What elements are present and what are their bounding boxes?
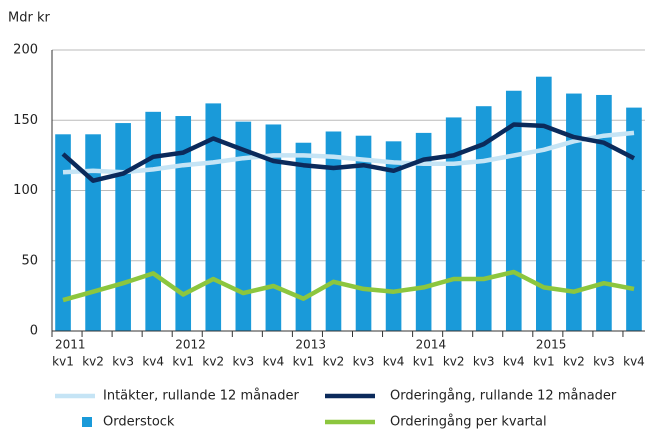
- x-tick-label: kv3: [232, 355, 254, 369]
- y-axis-label: Mdr kr: [8, 11, 50, 26]
- x-tick-label: kv1: [52, 355, 74, 369]
- x-tick-label: kv3: [593, 355, 615, 369]
- x-group-label: 2011: [55, 338, 86, 352]
- bar: [55, 134, 71, 331]
- legend-label: Orderingång per kvartal: [390, 415, 547, 430]
- y-tick-label: 0: [30, 324, 38, 339]
- bar: [265, 124, 282, 331]
- legend-swatch: [82, 417, 92, 427]
- bar: [235, 121, 252, 331]
- x-tick-label: kv4: [503, 355, 525, 369]
- x-group-label: 2012: [175, 338, 206, 352]
- x-tick-label: kv2: [443, 355, 465, 369]
- bar: [115, 123, 131, 331]
- x-tick-label: kv2: [323, 355, 345, 369]
- x-tick-label: kv4: [623, 355, 645, 369]
- x-group-label: 2014: [416, 338, 447, 352]
- y-tick-label: 100: [13, 183, 38, 198]
- x-group-label: 2013: [295, 338, 326, 352]
- bar: [175, 116, 192, 331]
- lines: [61, 122, 636, 303]
- x-tick-label: kv3: [112, 355, 134, 369]
- line: [62, 130, 635, 175]
- x-tick-label: kv1: [293, 355, 315, 369]
- x-tick-label: kv3: [473, 355, 495, 369]
- bar: [385, 141, 402, 331]
- bar: [145, 111, 161, 331]
- legend-label: Orderstock: [103, 415, 175, 430]
- x-tick-label: kv4: [142, 355, 164, 369]
- y-tick-label: 200: [13, 43, 38, 58]
- x-tick-label: kv4: [383, 355, 405, 369]
- bar: [596, 94, 612, 332]
- x-tick-label: kv1: [172, 355, 194, 369]
- bar: [85, 134, 101, 331]
- bar: [626, 107, 642, 331]
- x-tick-label: kv2: [82, 355, 104, 369]
- bar: [566, 93, 582, 332]
- bar: [355, 135, 372, 331]
- x-tick-label: kv2: [202, 355, 224, 369]
- y-tick-label: 150: [13, 113, 38, 128]
- legend-label: Orderingång, rullande 12 månader: [390, 389, 617, 404]
- x-tick-label: kv1: [413, 355, 435, 369]
- line: [62, 269, 635, 303]
- legend-label: Intäkter, rullande 12 månader: [103, 389, 300, 404]
- bar: [536, 76, 552, 331]
- bar: [325, 131, 342, 331]
- bar: [445, 117, 462, 331]
- bar: [295, 142, 312, 331]
- x-tick-label: kv1: [533, 355, 555, 369]
- line: [61, 122, 636, 183]
- y-tick-label: 50: [21, 253, 38, 268]
- x-tick-label: kv4: [263, 355, 285, 369]
- x-tick-label: kv3: [353, 355, 375, 369]
- x-tick-label: kv2: [563, 355, 585, 369]
- x-group-label: 2015: [536, 338, 567, 352]
- bars: [55, 76, 642, 332]
- bar: [415, 132, 432, 331]
